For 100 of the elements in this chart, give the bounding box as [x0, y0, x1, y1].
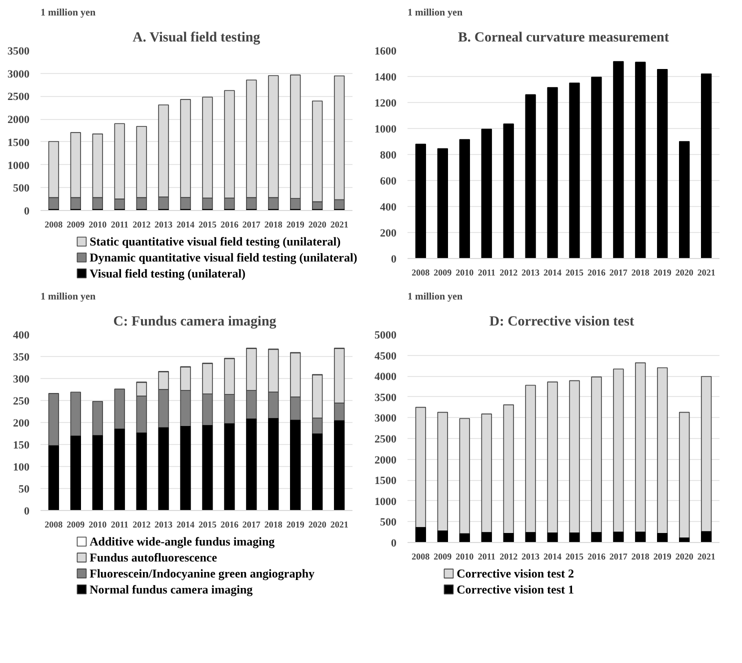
y-axis-title: 1 million yen: [40, 292, 96, 302]
x-tick-label: 2010: [456, 552, 474, 562]
x-tick-label: 2009: [434, 268, 452, 278]
y-tick-label: 1600: [374, 46, 397, 58]
x-tick-label: 2015: [198, 520, 217, 530]
x-tick-label: 2016: [587, 552, 606, 562]
legend-label: Visual field testing (unilateral): [90, 266, 246, 280]
x-tick-label: 2009: [66, 520, 86, 530]
x-tick-label: 2019: [653, 268, 672, 278]
x-tick-label: 2016: [220, 220, 239, 230]
x-tick-label: 2018: [631, 268, 650, 278]
x-tick-label: 2016: [587, 268, 606, 278]
x-tick-label: 2010: [456, 268, 474, 278]
x-tick-label: 2011: [110, 220, 129, 230]
x-tick-label: 2018: [264, 220, 283, 230]
x-tick-label: 2021: [697, 268, 716, 278]
x-tick-label: 2014: [176, 520, 196, 530]
y-tick-label: 50: [18, 484, 30, 496]
x-tick-label: 2013: [154, 220, 174, 230]
x-tick-label: 2013: [522, 552, 540, 562]
x-tick-label: 2019: [286, 220, 305, 230]
x-tick-label: 2018: [264, 520, 283, 530]
y-tick-label: 0: [24, 206, 30, 218]
y-tick-label: 800: [380, 150, 397, 162]
legend-label: Normal fundus camera imaging: [90, 582, 253, 596]
x-tick-label: 2008: [412, 552, 430, 562]
x-tick-label: 2011: [110, 520, 129, 530]
x-tick-label: 2011: [478, 268, 496, 278]
x-tick-label: 2020: [675, 268, 694, 278]
y-tick-label: 400: [13, 330, 30, 342]
x-tick-label: 2019: [653, 552, 672, 562]
x-tick-label: 2009: [66, 220, 86, 230]
x-tick-label: 2009: [434, 552, 452, 562]
y-tick-label: 3000: [8, 68, 30, 80]
x-tick-label: 2013: [522, 268, 540, 278]
y-tick-label: 5000: [374, 330, 397, 342]
y-tick-label: 1200: [374, 98, 397, 110]
x-tick-label: 2014: [176, 220, 196, 230]
y-tick-label: 0: [391, 254, 397, 266]
x-tick-label: 2008: [412, 268, 430, 278]
x-tick-label: 2011: [478, 552, 496, 562]
legend-label: Dynamic quantitative visual field testing (unilateral): [90, 250, 358, 264]
y-axis-title: 1 million yen: [40, 8, 96, 18]
y-axis-title: 1 million yen: [408, 8, 463, 18]
x-tick-label: 2015: [565, 552, 584, 562]
x-tick-label: 2017: [609, 552, 628, 562]
y-tick-label: 3500: [374, 392, 397, 404]
x-tick-label: 2012: [132, 220, 152, 230]
y-tick-label: 500: [13, 182, 30, 195]
x-tick-label: 2014: [544, 552, 562, 562]
chart-title: C: Fundus camera imaging: [113, 314, 276, 330]
x-tick-label: 2019: [286, 520, 305, 530]
y-tick-label: 100: [13, 462, 30, 474]
legend-label: Fundus autofluorescence: [90, 550, 218, 565]
x-tick-label: 2021: [330, 520, 349, 530]
x-tick-label: 2014: [544, 268, 562, 278]
y-tick-label: 350: [13, 352, 30, 364]
y-tick-label: 200: [13, 418, 30, 430]
x-tick-label: 2018: [631, 552, 650, 562]
x-tick-label: 2016: [220, 520, 239, 530]
y-tick-label: 300: [13, 374, 30, 386]
y-tick-label: 3000: [374, 412, 397, 425]
y-tick-label: 500: [380, 516, 397, 529]
y-tick-label: 3500: [8, 46, 30, 58]
y-tick-label: 150: [13, 440, 30, 452]
x-tick-label: 2010: [88, 220, 108, 230]
x-tick-label: 2020: [308, 520, 327, 530]
y-tick-label: 1400: [374, 72, 397, 84]
y-tick-label: 2500: [374, 434, 397, 446]
legend-label: Additive wide-angle fundus imaging: [90, 534, 275, 549]
x-tick-label: 2021: [697, 552, 716, 562]
chart-title: A. Visual field testing: [132, 30, 260, 46]
x-tick-label: 2017: [242, 220, 261, 230]
y-tick-label: 600: [380, 176, 397, 188]
y-tick-label: 1000: [374, 124, 397, 136]
y-tick-label: 2000: [374, 454, 397, 466]
y-tick-label: 1000: [8, 160, 30, 172]
x-tick-label: 2021: [330, 220, 349, 230]
y-tick-label: 1000: [374, 496, 397, 508]
legend-label: Corrective vision test 1: [456, 582, 574, 596]
x-tick-label: 2010: [88, 520, 108, 530]
x-tick-label: 2020: [675, 552, 694, 562]
x-tick-label: 2012: [500, 268, 518, 278]
x-tick-label: 2020: [308, 220, 327, 230]
chart-title: D: Corrective vision test: [489, 314, 634, 330]
y-tick-label: 0: [24, 506, 30, 518]
legend-label: Corrective vision test 2: [456, 566, 574, 581]
y-tick-label: 2500: [8, 91, 30, 104]
y-tick-label: 2000: [8, 114, 30, 126]
x-tick-label: 2012: [500, 552, 518, 562]
x-tick-label: 2013: [154, 520, 174, 530]
x-tick-label: 2012: [132, 520, 152, 530]
y-tick-label: 250: [13, 396, 30, 408]
y-tick-label: 1500: [8, 136, 30, 149]
x-tick-label: 2015: [198, 220, 217, 230]
y-tick-label: 0: [391, 538, 397, 550]
x-tick-label: 2017: [609, 268, 628, 278]
legend-label: Static quantitative visual field testing (unilateral): [90, 234, 341, 249]
x-tick-label: 2008: [44, 220, 64, 230]
y-tick-label: 4500: [374, 350, 397, 362]
